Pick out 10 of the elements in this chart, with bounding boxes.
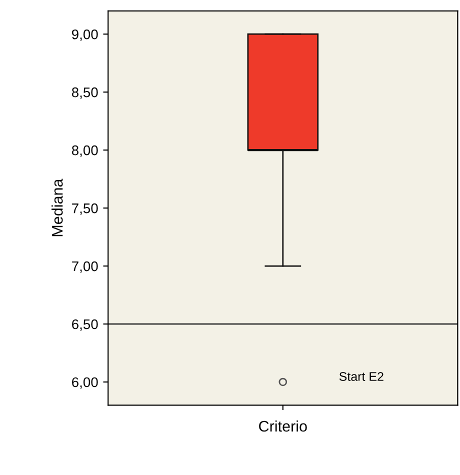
- annotation: Start E2: [339, 372, 384, 381]
- y-tick-label: 8,00: [72, 145, 98, 157]
- y-axis-title: Mediana: [52, 178, 63, 236]
- y-tick-label: 7,50: [72, 203, 98, 215]
- y-tick-label: 6,00: [72, 377, 98, 389]
- y-tick-label: 8,50: [72, 87, 98, 99]
- y-tick-label: 9,00: [72, 29, 98, 41]
- y-tick-label: 6,50: [72, 319, 98, 331]
- x-axis-title: Criterio: [259, 420, 307, 432]
- y-tick-label: 7,00: [72, 261, 98, 273]
